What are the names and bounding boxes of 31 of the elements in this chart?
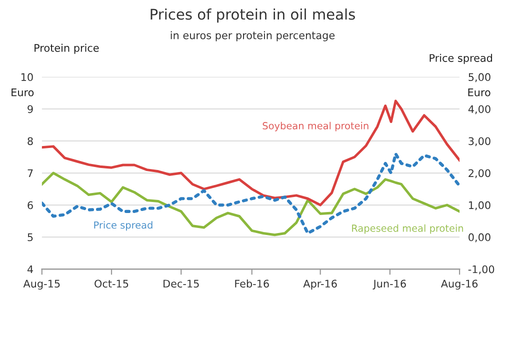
- y-tick-label: 4: [27, 265, 33, 274]
- y-tick-label: 6: [28, 201, 33, 210]
- x-tick-label: Oct-15: [94, 280, 128, 288]
- text: Euro: [468, 88, 490, 96]
- y2-tick-label: 4,00: [468, 105, 490, 114]
- chart-subtitle: in euros per protein percentage: [170, 31, 335, 42]
- x-tick-label: Aug-15: [23, 280, 60, 290]
- series-label: Soybean meal protein: [262, 122, 368, 132]
- y2-tick-label: 3,00: [468, 137, 490, 146]
- y-tick-label: 7: [28, 169, 33, 177]
- y2-tick-label: 1,00: [469, 201, 490, 210]
- line-series: [42, 100, 460, 206]
- y2-tick-label: -1,00: [468, 265, 494, 274]
- y2-tick-label: 0,00: [468, 233, 490, 242]
- x-tick-label: Dec-15: [164, 280, 199, 288]
- y-tick-label: 5: [28, 233, 33, 242]
- y-tick-label: 10: [21, 73, 33, 82]
- y2-tick-label: 2,00: [468, 169, 490, 178]
- y2-axis-title: Price spread: [430, 54, 492, 64]
- x-tick-label: Jun-16: [372, 280, 406, 290]
- y-axis-title: Protein price: [34, 44, 99, 54]
- y-tick-label: 8: [28, 137, 33, 146]
- series-label: Rapeseed meal protein: [352, 224, 464, 234]
- series-label: Price spread: [94, 221, 152, 231]
- chart-title: Prices of protein in oil meals: [150, 8, 355, 23]
- x-tick-label: Aug-16: [440, 280, 478, 290]
- y-tick-label: 9: [28, 105, 33, 114]
- x-tick-label: Apr-16: [303, 280, 337, 290]
- y2-tick-label: 5,00: [468, 73, 490, 82]
- x-tick-label: Feb-16: [235, 280, 269, 288]
- text: Euro: [12, 88, 34, 96]
